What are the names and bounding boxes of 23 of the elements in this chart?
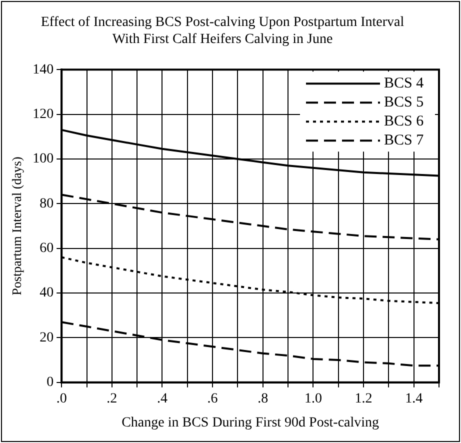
y-tick-label: 20 xyxy=(40,330,54,346)
legend-label: BCS 7 xyxy=(384,132,424,149)
x-tick-label: .6 xyxy=(207,391,218,406)
y-tick-label: 60 xyxy=(40,241,54,256)
x-tick-label: .2 xyxy=(106,391,118,406)
y-tick-label: 120 xyxy=(32,106,54,122)
x-tick-label: .0 xyxy=(56,391,67,406)
x-tick-label: 1.2 xyxy=(354,391,372,406)
x-tick-label: .8 xyxy=(258,391,268,406)
y-tick-label: 140 xyxy=(32,62,54,78)
x-tick-label: 1.4 xyxy=(405,391,423,406)
y-tick-label: 80 xyxy=(40,196,54,212)
x-tick-label: 1.0 xyxy=(304,391,322,406)
y-tick-label: 40 xyxy=(40,286,54,301)
legend-label: BCS 4 xyxy=(384,76,424,92)
legend-label: BCS 6 xyxy=(384,114,424,130)
x-axis-title: Change in BCS During First 90d Post-calving xyxy=(122,415,380,430)
y-tick-label: 100 xyxy=(32,152,54,167)
chart-title: Effect of Increasing BCS Post-calving Upon Postpartum Interval With First Calf Heifers Calving in June xyxy=(40,15,404,47)
y-tick-label: 0 xyxy=(46,375,54,390)
x-tick-label: .4 xyxy=(156,391,168,406)
y-axis-title: Postpartum Interval (days) xyxy=(9,156,24,296)
legend-label: BCS 5 xyxy=(384,94,424,111)
